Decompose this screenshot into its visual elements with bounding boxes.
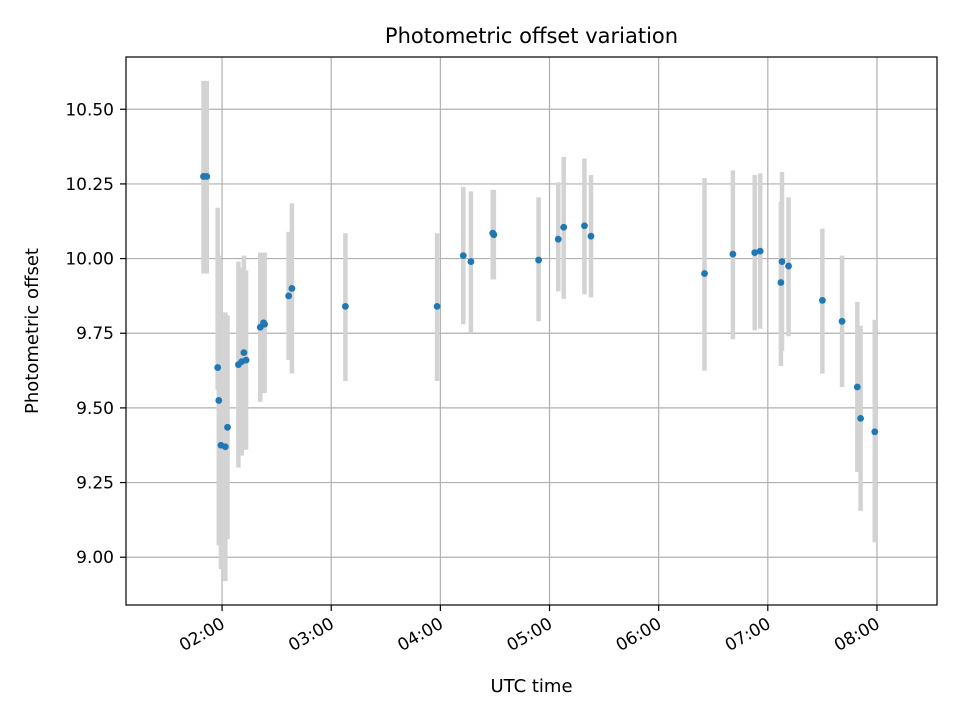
data-point bbox=[240, 349, 248, 357]
data-point bbox=[215, 397, 223, 404]
data-point bbox=[853, 383, 861, 391]
y-tick-label: 9.50 bbox=[76, 399, 114, 419]
data-point bbox=[214, 364, 222, 371]
data-point bbox=[221, 443, 229, 451]
data-point bbox=[224, 423, 231, 431]
y-tick-label: 10.25 bbox=[65, 175, 114, 195]
y-tick-label: 9.00 bbox=[76, 548, 114, 568]
data-point bbox=[701, 270, 708, 277]
data-point bbox=[587, 232, 595, 240]
data-point bbox=[288, 285, 296, 292]
data-point bbox=[751, 249, 759, 257]
plot-frame bbox=[125, 56, 938, 606]
data-point bbox=[756, 247, 764, 255]
y-tick-label: 9.75 bbox=[76, 324, 114, 344]
data-point bbox=[857, 414, 864, 422]
data-point bbox=[818, 296, 826, 304]
data-point bbox=[785, 262, 792, 270]
data-point bbox=[871, 428, 879, 436]
data-point bbox=[341, 302, 349, 310]
x-axis-label: UTC time bbox=[490, 676, 572, 697]
data-point bbox=[467, 258, 475, 265]
data-point bbox=[242, 356, 250, 364]
data-point bbox=[459, 252, 467, 259]
data-point bbox=[203, 173, 211, 180]
data-point bbox=[285, 292, 293, 300]
data-point bbox=[560, 223, 568, 231]
y-tick-label: 10.00 bbox=[65, 250, 114, 270]
data-point bbox=[261, 320, 269, 328]
data-point bbox=[490, 231, 498, 239]
marker-layer bbox=[200, 173, 879, 451]
data-point bbox=[778, 258, 786, 265]
y-axis-label: Photometric offset bbox=[22, 248, 43, 414]
data-point bbox=[433, 302, 441, 310]
data-point bbox=[777, 279, 785, 286]
data-point bbox=[535, 256, 542, 264]
data-point bbox=[729, 250, 737, 258]
y-tick-label: 10.50 bbox=[65, 100, 114, 120]
data-point bbox=[554, 235, 562, 243]
y-tick-label: 9.25 bbox=[76, 474, 114, 494]
data-point bbox=[838, 317, 846, 325]
chart-title: Photometric offset variation bbox=[385, 24, 678, 48]
data-point bbox=[581, 222, 588, 230]
